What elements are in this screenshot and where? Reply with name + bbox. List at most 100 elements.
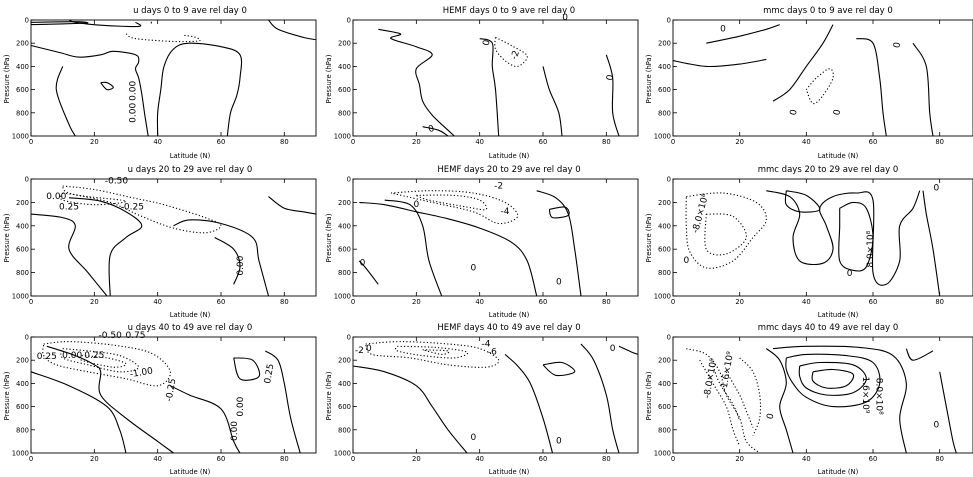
y-axis-label: Pressure (hPa) bbox=[645, 213, 653, 262]
negative-contour bbox=[805, 68, 834, 105]
contour-label: -4 bbox=[501, 207, 510, 217]
x-tick-label: 40 bbox=[802, 455, 811, 463]
y-tick-label: 1000 bbox=[12, 450, 29, 458]
y-tick-label: 800 bbox=[338, 109, 351, 117]
y-axis-label: Pressure (hPa) bbox=[645, 54, 653, 103]
contour-label: -4 bbox=[482, 339, 491, 349]
contour-lines bbox=[685, 190, 941, 297]
y-tick-label: 0 bbox=[667, 17, 671, 25]
y-tick-label: 0 bbox=[667, 176, 671, 184]
positive-contour bbox=[156, 42, 243, 137]
y-tick-label: 1000 bbox=[12, 293, 29, 301]
x-tick-label: 80 bbox=[280, 455, 289, 463]
positive-contour bbox=[798, 361, 867, 396]
contour-label: -8.0×10⁸ bbox=[691, 193, 711, 235]
x-axis-label: Latitude (N) bbox=[489, 468, 530, 476]
contour-lines bbox=[686, 345, 957, 454]
contour-label: -0.50 bbox=[105, 177, 129, 187]
y-axis-label: Pressure (hPa) bbox=[325, 213, 333, 262]
x-tick-label: 60 bbox=[869, 455, 878, 463]
contour-label: 0 bbox=[683, 256, 689, 266]
y-tick-label: 600 bbox=[338, 86, 351, 94]
y-axis-label: Pressure (hPa) bbox=[645, 371, 653, 420]
y-tick-label: 200 bbox=[658, 199, 671, 207]
x-tick-label: 20 bbox=[412, 298, 421, 306]
y-tick-label: 800 bbox=[658, 269, 671, 277]
contour-lines bbox=[30, 341, 301, 454]
contour-label: -1.00 bbox=[129, 366, 154, 380]
positive-contour bbox=[68, 197, 143, 297]
contour-label: -0.25 bbox=[121, 202, 144, 212]
y-tick-label: 400 bbox=[16, 380, 29, 388]
positive-contour bbox=[912, 42, 934, 137]
x-axis-label: Latitude (N) bbox=[818, 152, 859, 160]
y-tick-label: 600 bbox=[338, 246, 351, 254]
positive-contour bbox=[765, 348, 794, 454]
x-tick-label: 20 bbox=[90, 298, 99, 306]
positive-contour bbox=[811, 368, 855, 389]
x-tick-label: 40 bbox=[153, 298, 162, 306]
positive-contour bbox=[605, 54, 620, 137]
positive-contour bbox=[542, 66, 563, 137]
y-tick-label: 600 bbox=[658, 246, 671, 254]
x-tick-label: 60 bbox=[869, 298, 878, 306]
x-tick-label: 80 bbox=[935, 455, 944, 463]
y-tick-label: 0 bbox=[25, 17, 29, 25]
y-tick-label: 400 bbox=[658, 63, 671, 71]
panel-7: u days 40 to 49 ave rel day 0 0 20 40 60 80 0… bbox=[3, 323, 317, 476]
x-tick-label: 60 bbox=[539, 455, 548, 463]
y-tick-label: 600 bbox=[16, 403, 29, 411]
negative-contour bbox=[712, 365, 741, 421]
y-tick-label: 1000 bbox=[654, 293, 671, 301]
negative-contour bbox=[62, 185, 222, 234]
plot-frame bbox=[352, 336, 639, 454]
y-tick-label: 400 bbox=[16, 63, 29, 71]
x-tick-label: 40 bbox=[802, 138, 811, 146]
panel-title: mmc days 0 to 9 ave rel day 0 bbox=[763, 6, 893, 16]
contour-label: 0 bbox=[766, 412, 777, 420]
negative-contour bbox=[416, 194, 488, 211]
contour-label: 0.25 bbox=[84, 351, 104, 361]
x-tick-label: 40 bbox=[802, 298, 811, 306]
y-tick-label: 1000 bbox=[334, 450, 351, 458]
contour-label: 0.00 bbox=[46, 192, 66, 202]
x-tick-label: 20 bbox=[735, 455, 744, 463]
y-axis-label: Pressure (hPa) bbox=[325, 371, 333, 420]
negative-contour bbox=[739, 357, 762, 436]
positive-contour bbox=[359, 201, 538, 297]
contour-labels: 0 0 0 0 bbox=[720, 25, 903, 117]
x-tick-label: 20 bbox=[90, 455, 99, 463]
panel-title: HEMF days 40 to 49 ave rel day 0 bbox=[437, 323, 580, 333]
contour-label: 0 bbox=[556, 437, 562, 447]
x-tick-label: 0 bbox=[671, 455, 675, 463]
x-tick-label: 0 bbox=[671, 298, 675, 306]
plot-frame bbox=[672, 336, 973, 454]
plot-frame bbox=[352, 178, 639, 297]
contour-label: 8.0×10⁸ bbox=[873, 378, 883, 415]
panel-title: u days 20 to 29 ave rel day 0 bbox=[128, 165, 253, 175]
x-tick-label: 60 bbox=[217, 455, 226, 463]
x-axis-label: Latitude (N) bbox=[170, 152, 211, 160]
plot-frame bbox=[352, 19, 639, 137]
y-tick-label: 0 bbox=[667, 334, 671, 342]
x-tick-label: 60 bbox=[539, 138, 548, 146]
contour-label: 0.25 bbox=[37, 352, 57, 362]
x-tick-label: 80 bbox=[602, 455, 611, 463]
panel-title: u days 40 to 49 ave rel day 0 bbox=[128, 323, 253, 333]
contour-label: -0.25 bbox=[165, 378, 179, 403]
positive-contour bbox=[384, 199, 443, 297]
positive-contour bbox=[939, 371, 957, 454]
x-tick-label: 40 bbox=[153, 455, 162, 463]
y-tick-label: 800 bbox=[658, 426, 671, 434]
x-axis-label: Latitude (N) bbox=[489, 152, 530, 160]
y-tick-label: 200 bbox=[338, 357, 351, 365]
x-tick-label: 20 bbox=[412, 138, 421, 146]
positive-contour bbox=[233, 357, 261, 381]
x-tick-label: 60 bbox=[869, 138, 878, 146]
y-tick-label: 600 bbox=[16, 86, 29, 94]
x-tick-label: 0 bbox=[29, 455, 33, 463]
x-tick-label: 80 bbox=[602, 138, 611, 146]
